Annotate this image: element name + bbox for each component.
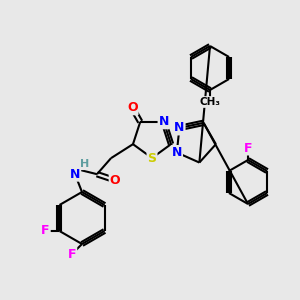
Text: N: N [172,146,182,159]
Text: N: N [174,122,184,134]
Text: F: F [68,248,76,260]
Text: F: F [41,224,50,238]
Text: F: F [244,142,252,154]
Text: N: N [70,168,80,181]
Text: H: H [80,159,90,169]
Text: S: S [148,152,157,164]
Text: N: N [159,115,169,128]
Text: O: O [127,101,138,114]
Text: O: O [110,174,120,187]
Text: CH₃: CH₃ [200,97,220,107]
